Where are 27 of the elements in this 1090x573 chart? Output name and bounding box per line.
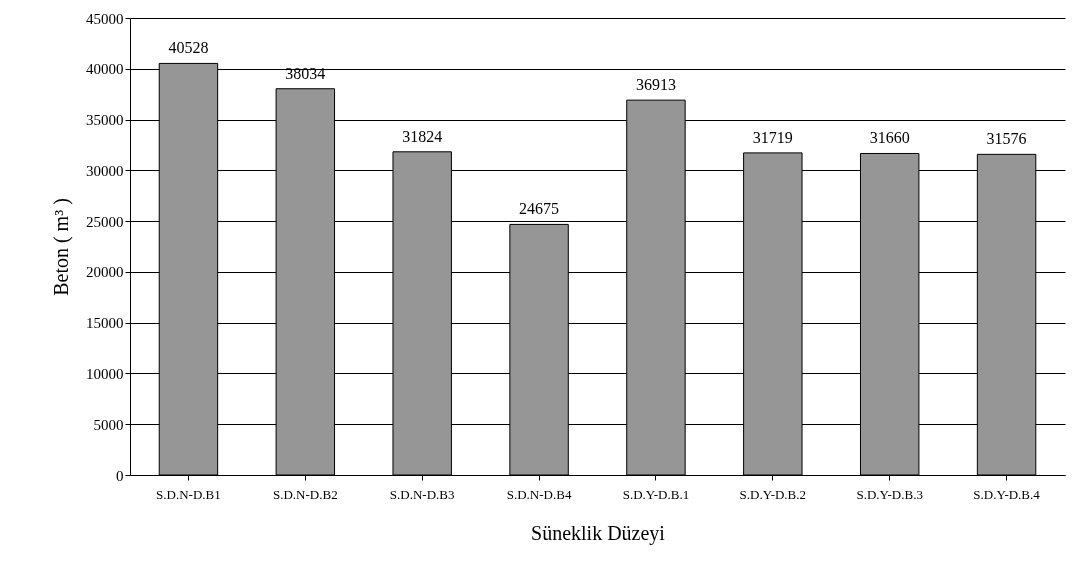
data-label: 36913 (635, 76, 676, 94)
y-tick-label: 0 (116, 467, 124, 484)
x-tick-label: S.D.Y-D.B.1 (622, 486, 690, 502)
x-tick-label: S.D.N-D.B4 (506, 486, 572, 502)
x-tick-label: S.D.Y-D.B.3 (856, 486, 923, 502)
data-label: 24675 (519, 200, 560, 218)
x-tick-label: S.D.Y-D.B.2 (739, 486, 807, 502)
x-tick-label: S.D.N-D.B1 (156, 486, 221, 502)
data-label: 31660 (869, 129, 910, 147)
y-tick-label: 45000 (86, 10, 124, 27)
x-axis-title: Süneklik Düzeyi (531, 521, 666, 545)
data-label: 40528 (168, 39, 209, 57)
y-tick-label: 30000 (86, 162, 124, 179)
y-tick-label: 10000 (86, 365, 124, 382)
y-tick-label: 20000 (86, 264, 124, 281)
y-tick-label: 35000 (86, 112, 124, 129)
data-label: 31824 (402, 127, 443, 145)
y-tick-label: 5000 (93, 416, 124, 433)
y-tick-label: 15000 (86, 315, 124, 332)
y-axis-title: Beton ( m³ ) (50, 198, 73, 296)
y-tick-label: 25000 (86, 213, 124, 230)
data-label: 31576 (986, 130, 1027, 148)
x-tick-label: S.D.Y-D.B.4 (973, 486, 1041, 502)
data-label: 31719 (752, 128, 793, 146)
x-tick-label: S.D.N-D.B3 (389, 486, 455, 502)
x-tick-label: S.D.N-D.B2 (272, 486, 338, 502)
y-tick-label: 40000 (86, 61, 124, 78)
